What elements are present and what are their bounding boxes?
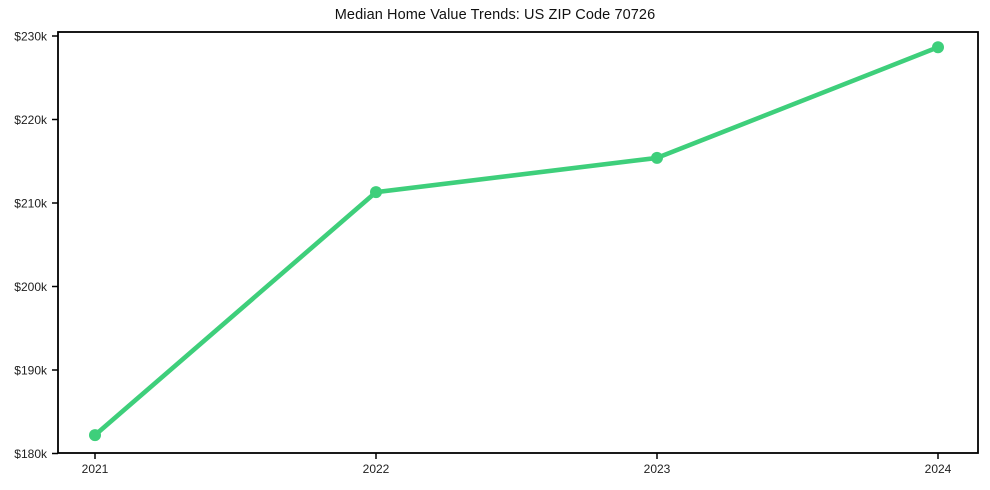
chart-title: Median Home Value Trends: US ZIP Code 70… [334,7,656,23]
x-axis-tick-label: 2021 [82,462,109,476]
data-point-2024 [932,41,944,54]
y-axis-tick-label: $210k [14,197,48,211]
plot-border [57,31,979,454]
data-point-2023 [651,151,663,164]
y-axis-tick-label: $190k [14,364,48,378]
x-axis-tick-label: 2023 [644,462,671,476]
x-axis-tick-label: 2022 [363,462,390,476]
y-axis-tick-label: $230k [14,30,48,44]
y-axis-tick-label: $180k [14,447,48,461]
x-axis-tick-label: 2024 [925,462,952,476]
data-point-2021 [89,429,101,442]
y-axis-tick-label: $220k [14,113,48,127]
trend-line [92,44,941,438]
data-point-2022 [370,186,382,199]
y-axis-tick-label: $200k [14,280,48,294]
